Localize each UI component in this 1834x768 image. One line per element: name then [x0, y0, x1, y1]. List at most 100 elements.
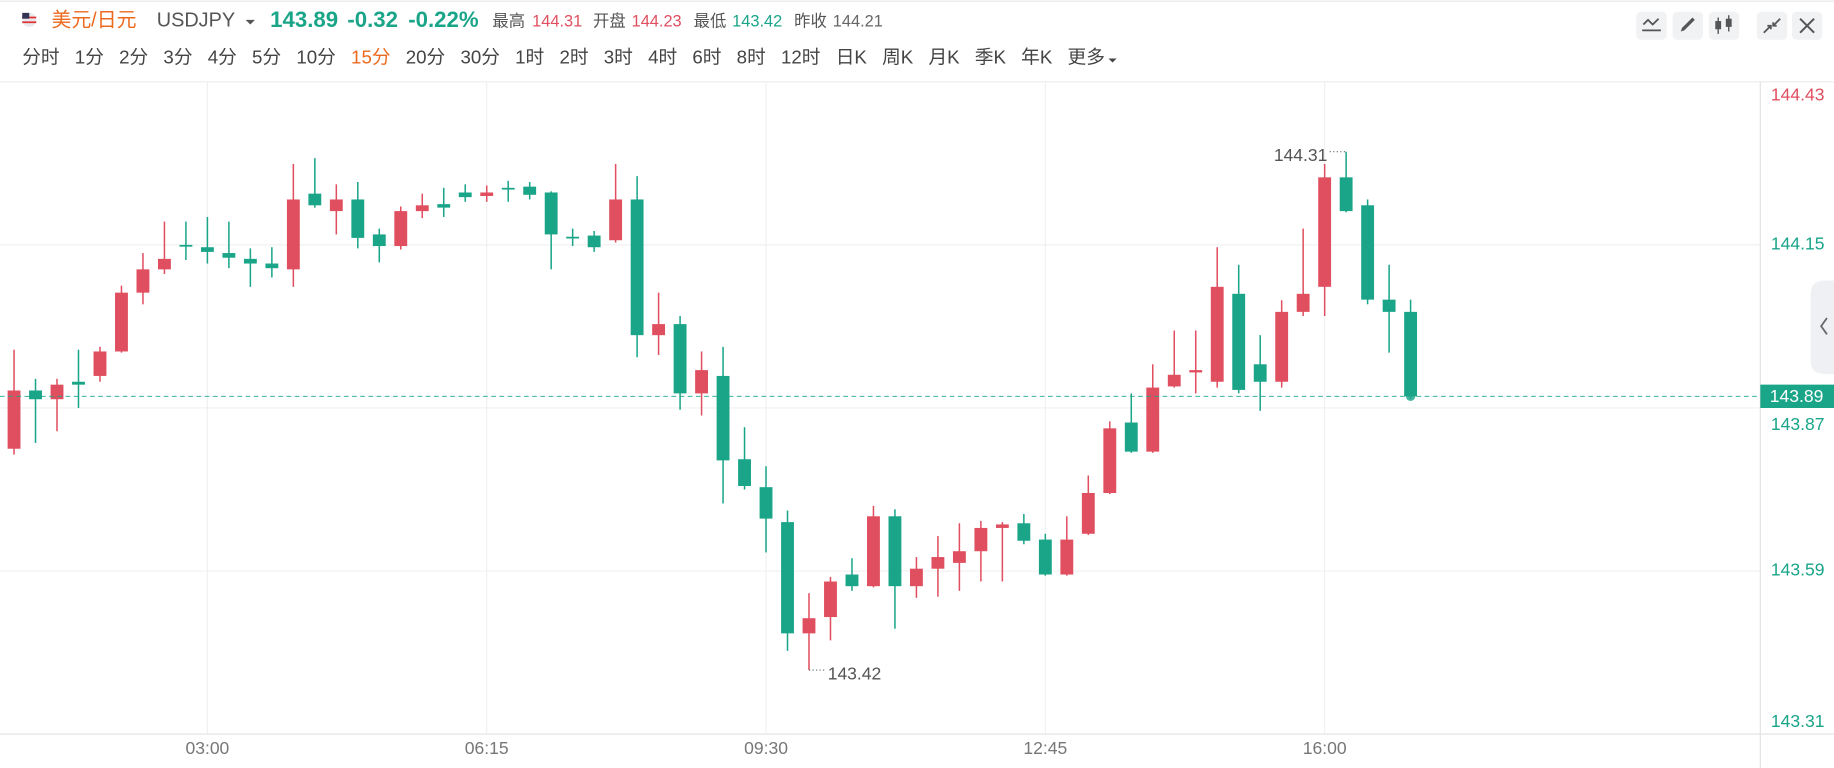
y-tick-label: 143.31 [1771, 711, 1825, 731]
timeframe-button[interactable]: 月K [928, 46, 960, 67]
timeframe-button[interactable]: 6时 [692, 46, 721, 67]
candle-body [652, 324, 666, 336]
candle-body [1060, 539, 1074, 575]
candle-body [243, 258, 257, 264]
last-price-dot [1405, 391, 1416, 401]
timeframe-button[interactable]: 5分 [252, 46, 281, 67]
candle-body [458, 192, 472, 198]
candle-body [609, 199, 623, 241]
candle-body [544, 192, 558, 235]
candle-body [845, 574, 859, 587]
candle-body [1017, 523, 1031, 541]
timeframe-button[interactable]: 日K [836, 46, 868, 67]
y-tick-label: 143.59 [1771, 560, 1825, 580]
candle-body [952, 551, 966, 563]
stat-value: 144.21 [833, 13, 883, 31]
timeframe-button[interactable]: 更多 [1068, 46, 1105, 67]
x-tick-label: 06:15 [465, 738, 509, 758]
candle-body [329, 199, 343, 212]
last-price: 143.89 [270, 7, 338, 32]
indicator-button[interactable] [1636, 11, 1667, 40]
candle-body [351, 199, 365, 238]
candle-body [566, 236, 580, 239]
candle-body [265, 263, 279, 269]
timeframe-button[interactable]: 年K [1021, 46, 1053, 67]
shrink-button[interactable] [1756, 11, 1788, 40]
toolbar [1636, 11, 1823, 40]
candle-body [867, 516, 880, 587]
timeframe-button[interactable]: 4分 [208, 46, 237, 67]
candle-body [158, 258, 171, 270]
timeframe-button[interactable]: 3分 [163, 46, 192, 67]
chart-type-button[interactable] [1708, 11, 1740, 40]
candle-body [716, 375, 730, 461]
timeframe-button[interactable]: 12时 [781, 46, 820, 67]
symbol-caret[interactable] [245, 19, 255, 25]
candle-body [179, 244, 193, 247]
candle-body [222, 253, 236, 258]
stat-label: 最低 [694, 13, 727, 31]
candle-body [1210, 286, 1224, 382]
candle-body [200, 247, 214, 252]
stat-label: 最高 [492, 13, 525, 31]
symbol-name: 美元/日元 [51, 9, 136, 31]
candle-body [1253, 364, 1267, 382]
candle-body [1361, 205, 1375, 300]
x-tick-label: 09:30 [744, 738, 788, 758]
candle-body [7, 390, 21, 449]
candle-body [1275, 311, 1289, 382]
candle-body [286, 199, 300, 270]
candle-body [824, 581, 837, 618]
candle-body [1167, 374, 1181, 387]
timeframe-button[interactable]: 季K [975, 46, 1007, 67]
candle-body [802, 618, 816, 634]
candle-body [415, 205, 429, 212]
timeframe-button[interactable]: 1分 [75, 46, 104, 67]
candle-body [1038, 539, 1052, 575]
candle-body [974, 527, 988, 552]
candle-body [72, 381, 85, 385]
y-tick-label: 143.87 [1771, 414, 1825, 434]
symbol[interactable]: USDJPY [157, 9, 235, 31]
y-tick-label: 144.43 [1771, 84, 1825, 104]
candle-body [695, 370, 709, 394]
candle-body [480, 192, 494, 196]
candle-body [587, 235, 601, 248]
timeframe-button[interactable]: 3时 [604, 46, 633, 67]
stat-value: 144.31 [532, 13, 582, 31]
more-caret [1108, 58, 1117, 63]
candle-body [1232, 293, 1246, 390]
candle-body [308, 193, 322, 206]
candle-body [630, 199, 644, 336]
timeframe-button[interactable]: 2时 [559, 46, 588, 67]
price-change-pct: -0.22% [408, 7, 479, 32]
candle-body [781, 522, 794, 634]
candle-body [1189, 370, 1203, 373]
timeframe-button[interactable]: 8时 [737, 46, 766, 67]
candle-body [437, 204, 451, 208]
candle-body [1318, 177, 1332, 287]
timeframe-button[interactable]: 2分 [119, 46, 148, 67]
last-price-tag [1760, 384, 1834, 409]
candle-body [738, 459, 751, 487]
candle-body [50, 384, 64, 400]
timeframe-button[interactable]: 周K [882, 46, 914, 67]
candle-body [1081, 492, 1095, 534]
timeframe-button[interactable]: 分时 [22, 46, 59, 67]
candle-body [523, 186, 537, 195]
timeframe-button[interactable]: 15分 [351, 46, 390, 67]
timeframe-button[interactable]: 10分 [296, 46, 335, 67]
timeframe-button[interactable]: 30分 [460, 46, 499, 67]
candle-body [29, 390, 42, 400]
stat-value: 144.23 [632, 13, 682, 31]
x-tick-label: 12:45 [1023, 738, 1067, 758]
timeframe-button[interactable]: 1时 [515, 46, 544, 67]
candle-body [1124, 422, 1138, 452]
candle-body [888, 516, 902, 587]
candle-body [136, 269, 150, 293]
stat-value: 143.42 [732, 13, 782, 31]
timeframe-button[interactable]: 4时 [648, 46, 677, 67]
x-tick-label: 16:00 [1303, 738, 1347, 758]
timeframe-button[interactable]: 20分 [406, 46, 445, 67]
